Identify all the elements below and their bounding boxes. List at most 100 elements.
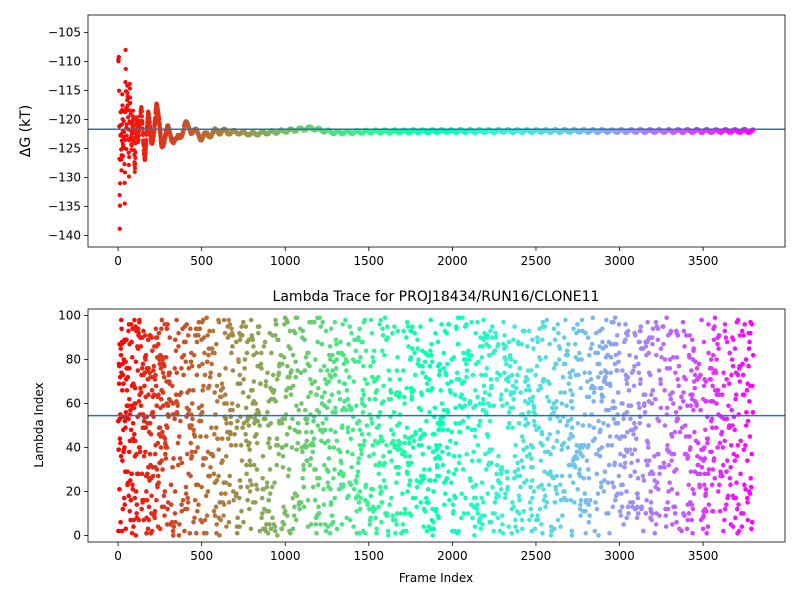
bottom-data-point xyxy=(559,447,564,452)
bottom-data-point xyxy=(281,355,287,360)
bottom-data-point xyxy=(176,344,181,349)
bottom-data-point xyxy=(395,328,401,334)
bottom-data-point xyxy=(292,504,297,510)
bottom-data-point xyxy=(272,480,277,485)
bottom-data-point xyxy=(511,396,516,402)
bottom-data-point xyxy=(333,410,338,415)
bottom-data-point xyxy=(142,333,148,338)
bottom-data-point xyxy=(506,379,511,384)
bottom-data-point xyxy=(230,368,236,373)
bottom-data-point xyxy=(243,431,248,437)
bottom-data-point xyxy=(194,530,199,536)
bottom-data-point xyxy=(143,352,149,358)
bottom-data-point xyxy=(605,352,610,358)
bottom-data-point xyxy=(422,508,428,514)
bottom-data-point xyxy=(382,352,387,358)
bottom-data-point xyxy=(673,410,679,415)
bottom-data-point xyxy=(479,480,485,485)
bottom-data-point xyxy=(578,513,583,518)
bottom-data-point xyxy=(369,330,375,336)
bottom-data-point xyxy=(357,489,363,494)
bottom-data-point xyxy=(267,436,272,441)
bottom-data-point xyxy=(737,333,743,338)
bottom-data-point xyxy=(323,528,329,534)
bottom-data-point xyxy=(682,513,687,518)
bottom-data-point xyxy=(570,368,576,373)
bottom-data-point xyxy=(152,377,158,382)
bottom-data-point xyxy=(608,370,613,376)
bottom-data-point xyxy=(447,438,453,444)
bottom-data-point xyxy=(325,524,331,529)
bottom-data-point xyxy=(726,403,731,409)
bottom-data-point xyxy=(599,385,604,391)
bottom-data-point xyxy=(540,319,546,325)
bottom-data-point xyxy=(668,328,674,334)
bottom-data-point xyxy=(598,427,603,433)
bottom-data-point xyxy=(586,352,592,358)
bottom-data-point xyxy=(409,394,415,400)
bottom-data-point xyxy=(197,326,203,332)
bottom-data-point xyxy=(386,368,391,373)
bottom-data-point xyxy=(496,453,501,459)
bottom-data-point xyxy=(406,436,412,441)
bottom-data-point xyxy=(717,508,723,514)
bottom-data-point xyxy=(745,500,750,505)
bottom-data-point xyxy=(461,350,466,356)
bottom-data-point xyxy=(692,372,698,378)
bottom-data-point xyxy=(528,506,534,512)
bottom-data-point xyxy=(688,445,693,450)
bottom-data-point xyxy=(272,524,278,529)
bottom-data-point xyxy=(464,368,470,373)
bottom-data-point xyxy=(653,352,659,358)
bottom-data-point xyxy=(658,346,664,351)
bottom-data-point xyxy=(347,324,353,329)
bottom-data-point xyxy=(437,361,442,367)
bottom-data-point xyxy=(301,504,307,510)
bottom-data-point xyxy=(657,471,662,477)
bottom-data-point xyxy=(283,394,289,400)
bottom-data-point xyxy=(326,352,332,358)
bottom-data-point xyxy=(371,359,376,365)
bottom-data-point xyxy=(527,517,532,523)
bottom-data-point xyxy=(711,337,717,343)
bottom-data-point xyxy=(473,403,478,409)
bottom-data-point xyxy=(595,491,601,496)
bottom-data-point xyxy=(379,489,384,494)
bottom-data-point xyxy=(394,480,399,485)
bottom-data-point xyxy=(716,346,721,351)
bottom-data-point xyxy=(212,431,217,437)
bottom-data-point xyxy=(709,482,715,488)
bottom-data-point xyxy=(513,442,519,448)
bottom-data-point xyxy=(409,328,414,334)
bottom-data-point xyxy=(642,392,648,398)
top-data-point xyxy=(139,114,145,119)
bottom-data-point xyxy=(401,394,407,400)
bottom-data-point xyxy=(731,451,736,457)
bottom-data-point xyxy=(237,372,243,378)
bottom-data-point xyxy=(732,427,737,433)
top-y-tick-label: −135 xyxy=(48,199,81,213)
bottom-data-point xyxy=(356,456,362,461)
bottom-data-point xyxy=(686,511,692,516)
bottom-data-point xyxy=(588,346,594,351)
bottom-data-point xyxy=(345,429,351,435)
bottom-data-point xyxy=(440,449,445,455)
bottom-data-point xyxy=(162,363,167,369)
bottom-data-point xyxy=(357,530,362,536)
bottom-data-point xyxy=(120,506,126,512)
bottom-data-point xyxy=(154,467,160,472)
bottom-data-point xyxy=(703,379,709,384)
bottom-data-point xyxy=(316,385,321,391)
bottom-data-point xyxy=(446,322,452,327)
bottom-data-point xyxy=(290,352,296,358)
bottom-data-point xyxy=(646,458,652,463)
bottom-data-point xyxy=(581,442,587,448)
bottom-data-point xyxy=(539,431,545,437)
bottom-data-point xyxy=(719,429,725,435)
bottom-data-point xyxy=(729,407,734,413)
bottom-data-point xyxy=(643,511,649,516)
bottom-data-point xyxy=(155,440,161,446)
bottom-data-point xyxy=(687,434,692,439)
bottom-data-point xyxy=(462,357,468,362)
bottom-data-point xyxy=(454,370,460,376)
